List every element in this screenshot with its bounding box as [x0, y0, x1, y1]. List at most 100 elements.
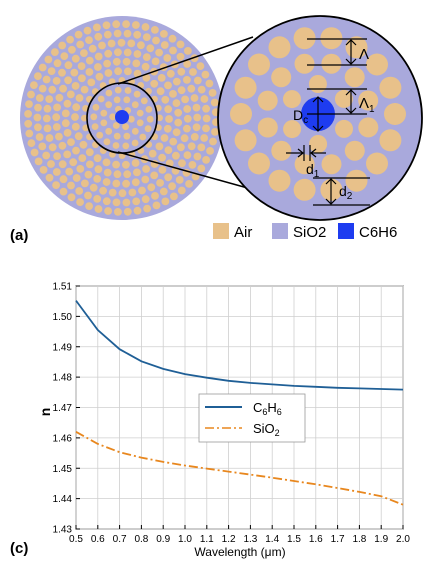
- air-hole: [158, 166, 167, 174]
- zoomed-air-hole: [321, 154, 342, 175]
- air-hole: [30, 148, 39, 157]
- air-hole: [177, 67, 186, 76]
- air-hole: [34, 123, 42, 132]
- air-hole: [85, 56, 94, 65]
- x-tick-label: 1.8: [352, 534, 366, 545]
- air-hole: [155, 48, 164, 57]
- air-hole: [97, 95, 105, 103]
- zoomed-air-hole: [283, 120, 302, 139]
- air-hole: [38, 142, 47, 151]
- air-hole: [66, 90, 75, 99]
- air-hole: [42, 114, 51, 123]
- air-hole: [136, 119, 144, 127]
- air-hole: [172, 99, 181, 107]
- air-hole: [33, 113, 42, 122]
- air-hole: [136, 109, 144, 117]
- air-hole: [202, 104, 211, 113]
- air-hole: [90, 113, 98, 121]
- x-tick-label: 1.9: [374, 534, 388, 545]
- air-hole: [128, 188, 137, 197]
- air-hole: [102, 21, 111, 30]
- air-hole: [114, 208, 122, 216]
- chart-series-lines: [75, 300, 404, 506]
- air-hole: [75, 187, 84, 195]
- x-tick-label: 0.7: [113, 534, 127, 545]
- zoomed-air-hole: [366, 53, 388, 76]
- air-hole: [133, 90, 141, 98]
- air-hole: [74, 30, 83, 39]
- zoomed-air-hole: [294, 53, 315, 74]
- air-hole: [127, 39, 136, 48]
- air-hole: [114, 48, 122, 57]
- zoomed-air-hole: [379, 129, 402, 152]
- y-tick-label: 1.43: [53, 525, 73, 536]
- air-hole: [98, 41, 106, 50]
- air-hole: [183, 105, 192, 113]
- air-hole: [34, 72, 42, 80]
- air-hole: [193, 152, 202, 161]
- zoomed-air-hole: [334, 89, 353, 108]
- dimension-annotations: [286, 38, 370, 206]
- air-hole: [183, 114, 192, 123]
- x-tick-label: 1.2: [222, 534, 236, 545]
- air-hole: [140, 97, 148, 105]
- air-hole: [65, 167, 74, 176]
- air-hole: [48, 143, 57, 152]
- air-hole: [74, 132, 83, 141]
- air-hole: [47, 67, 56, 75]
- air-hole: [183, 60, 192, 68]
- air-hole: [123, 48, 132, 57]
- air-hole: [190, 133, 199, 141]
- air-hole: [38, 63, 47, 72]
- air-hole: [113, 132, 121, 140]
- air-hole: [91, 123, 99, 130]
- air-hole: [58, 141, 67, 150]
- air-hole: [114, 67, 122, 76]
- air-hole: [95, 72, 104, 81]
- air-hole: [127, 115, 135, 123]
- air-hole: [94, 52, 103, 61]
- air-hole: [70, 68, 79, 77]
- air-hole: [67, 193, 76, 202]
- air-hole: [93, 23, 101, 32]
- air-hole: [53, 59, 62, 68]
- air-hole: [59, 84, 67, 93]
- series-line-sio2: [75, 431, 404, 506]
- air-hole: [142, 165, 151, 173]
- air-hole: [114, 86, 122, 94]
- zoomed-air-hole: [344, 67, 365, 88]
- y-axis-ticks: 1.43 1.44 1.45 1.46 1.47 1.48 1.49 1.50 1.51: [53, 282, 80, 536]
- air-hole: [183, 124, 191, 133]
- hole-diameter-d2-label: d2: [339, 183, 353, 202]
- air-hole: [209, 137, 217, 146]
- zoomed-air-hole: [293, 178, 316, 201]
- air-hole: [103, 30, 112, 39]
- air-hole: [42, 75, 51, 84]
- air-hole: [176, 52, 185, 61]
- legend-label-core: C6H6: [359, 224, 397, 241]
- air-hole: [159, 187, 168, 196]
- air-hole: [112, 122, 120, 129]
- air-hole: [141, 195, 150, 204]
- zoomed-air-hole: [257, 90, 278, 111]
- air-hole: [211, 127, 219, 136]
- air-hole: [146, 115, 154, 123]
- air-hole: [151, 57, 160, 66]
- air-hole: [81, 114, 88, 122]
- x-tick-label: 1.7: [331, 534, 345, 545]
- air-hole: [64, 76, 72, 85]
- air-hole: [172, 77, 181, 86]
- air-hole: [103, 138, 111, 146]
- air-hole: [93, 195, 102, 203]
- air-hole: [55, 93, 64, 102]
- air-hole: [122, 198, 131, 207]
- air-hole: [142, 53, 151, 61]
- air-hole: [150, 79, 159, 88]
- air-hole: [67, 181, 75, 190]
- legend-swatch-air: [213, 223, 229, 239]
- air-hole: [197, 85, 206, 94]
- air-hole: [52, 77, 61, 85]
- air-hole: [206, 147, 215, 155]
- panel-c-refractive-index-chart: 1.43 1.44 1.45 1.46 1.47 1.48 1.49 1.50 1.51 0.5…: [10, 282, 410, 560]
- air-hole: [107, 39, 116, 48]
